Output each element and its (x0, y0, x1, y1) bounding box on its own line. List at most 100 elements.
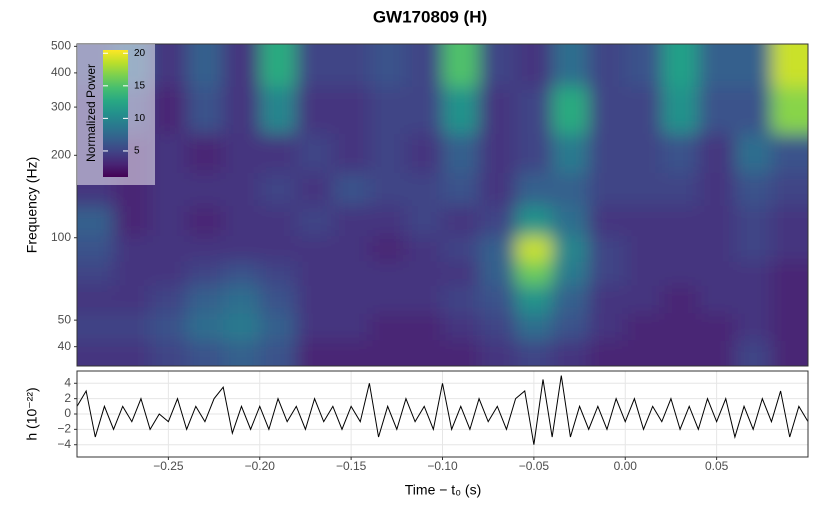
heatmap-cell (186, 133, 224, 173)
heatmap-cell (661, 86, 699, 134)
heatmap-cell (113, 235, 151, 262)
heatmap-cell (698, 44, 736, 87)
heatmap-cell (296, 44, 334, 87)
heatmap-cell (369, 172, 407, 206)
heatmap-cell (77, 285, 115, 314)
chart-title: GW170809 (H) (373, 7, 487, 26)
heatmap-cell (588, 340, 626, 366)
heatmap-cell (552, 172, 590, 206)
heatmap-cell (223, 235, 261, 262)
heatmap-cell (552, 86, 590, 134)
heatmap-cell (113, 340, 151, 366)
heatmap-cell (369, 44, 407, 87)
heatmap-cell (369, 133, 407, 173)
colorbar-tick-label: 15 (134, 80, 146, 91)
heatmap-cell (259, 261, 297, 286)
heatmap-cell (625, 235, 663, 262)
heatmap-cell (698, 205, 736, 237)
heatmap-cell (296, 261, 334, 286)
heatmap-cell (588, 285, 626, 314)
heatmap-cell (771, 285, 808, 314)
heatmap-cell (332, 340, 370, 366)
strain-line (76, 375, 809, 445)
heatmap-cell (113, 312, 151, 341)
heatmap-cell (661, 340, 699, 366)
heatmap-cell (515, 205, 553, 237)
heatmap-cell (515, 172, 553, 206)
heatmap-cell (296, 340, 334, 366)
y-tick-label: 300 (51, 99, 71, 113)
x-tick-label: 0.05 (705, 459, 729, 473)
heatmap-cell (186, 44, 224, 87)
heatmap-cell (552, 312, 590, 341)
heatmap-cell (332, 133, 370, 173)
heatmap-cell (186, 340, 224, 366)
heatmap-cells (77, 44, 808, 366)
heatmap-cell (588, 133, 626, 173)
x-tick-label: −0.25 (153, 459, 184, 473)
heatmap-cell (625, 312, 663, 341)
heatmap-cell (734, 285, 772, 314)
heatmap-cell (369, 86, 407, 134)
heatmap-cell (515, 340, 553, 366)
heatmap-cell (259, 86, 297, 134)
heatmap-cell (588, 44, 626, 87)
heatmap-cell (734, 235, 772, 262)
x-tick-label: −0.15 (336, 459, 367, 473)
heatmap-cell (771, 340, 808, 366)
colorbar (103, 50, 128, 177)
heatmap-cell (259, 235, 297, 262)
heatmap-cell (405, 205, 443, 237)
heatmap-cell (552, 340, 590, 366)
heatmap-cell (661, 172, 699, 206)
heatmap-cell (625, 172, 663, 206)
y-tick-label: 200 (51, 147, 71, 161)
heatmap-cell (625, 340, 663, 366)
colorbar-tick-label: 10 (134, 113, 146, 124)
heatmap-cell (588, 172, 626, 206)
heatmap-cell (332, 235, 370, 262)
heatmap-cell (405, 285, 443, 314)
heatmap-cell (332, 285, 370, 314)
heatmap-cell (223, 312, 261, 341)
heatmap-cell (552, 44, 590, 87)
heatmap-cell (552, 133, 590, 173)
heatmap-cell (113, 285, 151, 314)
heatmap-cell (259, 205, 297, 237)
heatmap-cell (552, 205, 590, 237)
heatmap-cell (186, 312, 224, 341)
heatmap-cell (442, 285, 480, 314)
heatmap-cell (734, 205, 772, 237)
heatmap-cell (734, 172, 772, 206)
heatmap-cell (588, 261, 626, 286)
heatmap-cell (150, 261, 188, 286)
heatmap-cell (698, 86, 736, 134)
heatmap-cell (625, 44, 663, 87)
heatmap-cell (150, 86, 188, 134)
heatmap-cell (405, 235, 443, 262)
heatmap-cell (698, 172, 736, 206)
heatmap-cell (150, 285, 188, 314)
heatmap-cell (369, 205, 407, 237)
heatmap-cell (698, 235, 736, 262)
heatmap (77, 44, 808, 366)
heatmap-cell (442, 133, 480, 173)
heatmap-cell (186, 235, 224, 262)
heatmap-cell (661, 261, 699, 286)
heatmap-cell (479, 285, 517, 314)
heatmap-cell (698, 312, 736, 341)
heatmap-cell (259, 133, 297, 173)
heatmap-cell (259, 172, 297, 206)
heatmap-cell (296, 235, 334, 262)
heatmap-cell (588, 86, 626, 134)
y-tick-label: 400 (51, 65, 71, 79)
heatmap-cell (771, 133, 808, 173)
heatmap-cell (150, 235, 188, 262)
heatmap-cell (771, 235, 808, 262)
heatmap-cell (588, 312, 626, 341)
heatmap-cell (734, 312, 772, 341)
heatmap-cell (442, 340, 480, 366)
colorbar-tick-label: 20 (134, 48, 146, 59)
heatmap-cell (296, 86, 334, 134)
